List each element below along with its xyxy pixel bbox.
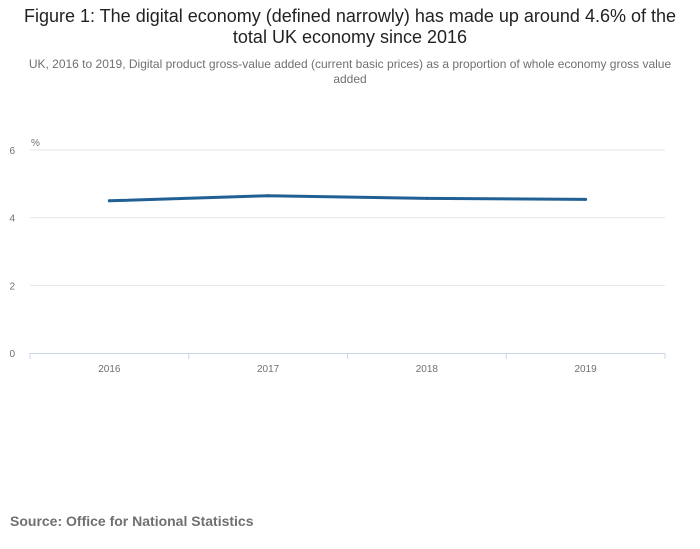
- source-note: Source: Office for National Statistics: [10, 513, 254, 529]
- series-lines: [107, 194, 588, 203]
- y-axis-unit-label: %: [31, 138, 40, 149]
- gridlines: [30, 149, 665, 286]
- y-tick-label: 2: [9, 281, 15, 292]
- y-tick-label: 4: [9, 214, 15, 225]
- chart-subtitle: UK, 2016 to 2019, Digital product gross-…: [28, 57, 672, 86]
- data-point[interactable]: [584, 197, 588, 201]
- y-tick-label: 0: [9, 349, 15, 360]
- y-tick-label: 6: [9, 146, 15, 157]
- chart-title: Figure 1: The digital economy (defined n…: [23, 6, 677, 47]
- x-tick-label: 2017: [257, 364, 280, 375]
- x-axis: 2016 2017 2018 2019: [29, 353, 666, 375]
- series-line: [107, 194, 588, 203]
- x-tick-label: 2018: [416, 364, 439, 375]
- y-tick-labels: 0 2 4 6: [9, 146, 15, 360]
- data-point[interactable]: [266, 194, 270, 198]
- data-point[interactable]: [107, 199, 111, 203]
- x-tick-label: 2016: [98, 364, 121, 375]
- data-point[interactable]: [425, 196, 429, 200]
- x-tick-label: 2019: [575, 364, 598, 375]
